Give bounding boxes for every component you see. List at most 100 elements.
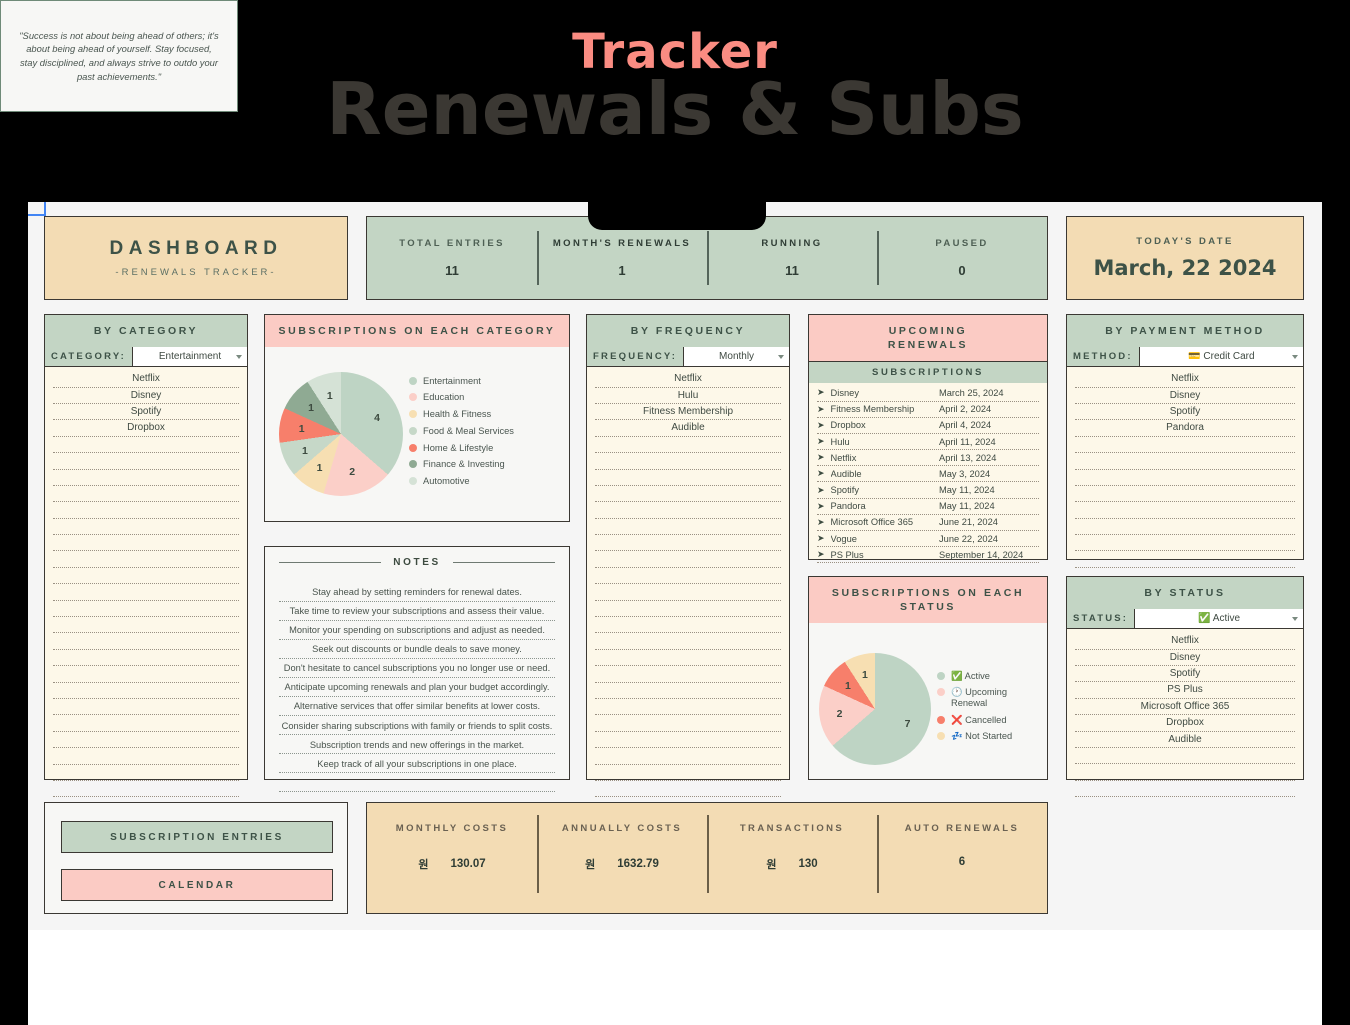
renewal-date: March 25, 2024 — [939, 387, 1004, 398]
list-item — [53, 781, 239, 798]
category-pie-legend: Entertainment Education Health & Fitness Fo… — [403, 376, 561, 493]
renewal-name: Hulu — [830, 436, 850, 447]
cell-selection-indicator[interactable] — [28, 202, 46, 216]
list-item — [1075, 551, 1295, 568]
by-category-panel: BY CATEGORY CATEGORY: Entertainment Netf… — [44, 314, 248, 814]
renewal-date: May 11, 2024 — [939, 501, 995, 512]
list-item: Spotify — [1075, 666, 1295, 683]
calendar-button[interactable]: CALENDAR — [61, 869, 333, 901]
arrow-icon: ➤ — [817, 484, 825, 495]
title-main: Renewals & Subs — [326, 67, 1024, 151]
list-item: PS Plus — [1075, 682, 1295, 699]
legend-label: 🕐 Upcoming Renewal — [951, 687, 1008, 708]
method-filter-dropdown[interactable]: 💳 Credit Card — [1139, 347, 1303, 367]
legend-item: 💤 Not Started — [937, 731, 1041, 742]
dashboard-title-card: DASHBOARD -RENEWALS TRACKER- — [44, 216, 348, 300]
list-item — [53, 437, 239, 454]
frequency-filter-value: Monthly — [719, 351, 755, 363]
cost-metric: MONTHLY COSTS 원 130.07 — [367, 803, 537, 913]
list-item: Disney — [1075, 388, 1295, 404]
list-item — [53, 551, 239, 568]
cost-amount: 1632.79 — [617, 858, 659, 870]
cost-value-row: 6 — [959, 856, 965, 868]
arrow-icon: ➤ — [817, 403, 825, 414]
by-status-panel: BY STATUS STATUS: ✅ Active Netflix Disney… — [1066, 576, 1304, 798]
table-row: ➤ Vogue June 22, 2024 — [817, 531, 1039, 548]
status-filter-row[interactable]: STATUS: ✅ Active — [1067, 609, 1303, 630]
list-item — [53, 732, 239, 749]
list-item — [1075, 486, 1295, 503]
list-item: Spotify — [1075, 404, 1295, 421]
legend-color-swatch — [409, 476, 417, 485]
legend-label: Automotive — [423, 475, 470, 486]
list-item: Hulu — [595, 388, 781, 404]
category-filter-dropdown[interactable]: Entertainment — [133, 347, 247, 367]
list-item: Netflix — [53, 371, 239, 388]
legend-item: Finance & Investing — [409, 459, 561, 470]
list-item: Audible — [595, 420, 781, 437]
chevron-down-icon[interactable] — [778, 354, 784, 359]
arrow-icon: ➤ — [817, 533, 825, 544]
arrow-icon: ➤ — [817, 436, 825, 446]
upcoming-header-line1: UPCOMING — [888, 325, 968, 337]
legend-item: 🕐 Upcoming Renewal — [937, 687, 1041, 708]
list-item — [595, 584, 781, 601]
list-item: Microsoft Office 365 — [1075, 699, 1295, 716]
notes-divider-right — [452, 561, 556, 564]
legend-color-swatch — [409, 460, 417, 469]
currency-symbol: 원 — [766, 859, 777, 871]
status-pie-legend: ✅ Active 🕐 Upcoming Renewal ❌ Cancelled 💤 N… — [931, 671, 1041, 748]
list-item — [53, 568, 239, 585]
subscription-entries-button[interactable]: SUBSCRIPTION ENTRIES — [61, 821, 333, 853]
by-payment-header: BY PAYMENT METHOD — [1067, 315, 1303, 348]
table-row: ➤ Dropbox April 4, 2024 — [817, 418, 1039, 434]
list-item — [595, 502, 781, 519]
list-item: Spotify — [53, 404, 239, 421]
cost-label: MONTHLY COSTS — [395, 823, 509, 834]
arrow-icon: ➤ — [817, 387, 825, 398]
by-status-header: BY STATUS — [1067, 577, 1303, 610]
arrow-icon: ➤ — [817, 419, 825, 430]
list-item — [53, 666, 239, 683]
list-item — [53, 601, 239, 618]
legend-item: Entertainment — [409, 376, 561, 387]
legend-color-swatch — [937, 671, 945, 680]
legend-label: Education — [423, 392, 465, 403]
method-filter-label: METHOD: — [1067, 347, 1140, 367]
todays-date-value: March, 22 2024 — [1093, 256, 1277, 280]
cost-label: AUTO RENEWALS — [904, 823, 1020, 834]
chevron-down-icon[interactable] — [1292, 354, 1298, 359]
list-item — [595, 551, 781, 568]
legend-color-swatch — [409, 410, 417, 419]
chevron-down-icon[interactable] — [236, 354, 242, 359]
spreadsheet-page-bottom — [28, 930, 1322, 1025]
kpi-value: 1 — [618, 263, 626, 278]
chevron-down-icon[interactable] — [1292, 616, 1298, 621]
dashboard-subheading: -RENEWALS TRACKER- — [115, 267, 277, 278]
table-row: ➤ Disney March 25, 2024 — [817, 385, 1039, 402]
cost-value-row: 원 130 — [766, 856, 817, 872]
note-item: Stay ahead by setting reminders for rene… — [279, 586, 555, 602]
note-item: Keep track of all your subscriptions in … — [279, 758, 555, 774]
method-filter-row[interactable]: METHOD: 💳 Credit Card — [1067, 347, 1303, 368]
renewal-date: April 4, 2024 — [939, 420, 992, 431]
kpi-label: MONTH'S RENEWALS — [552, 238, 692, 249]
list-item — [53, 519, 239, 536]
note-item: Monitor your spending on subscriptions a… — [279, 624, 555, 640]
kpi-running: RUNNING 11 — [707, 217, 877, 299]
status-filter-dropdown[interactable]: ✅ Active — [1135, 609, 1303, 629]
list-item — [595, 699, 781, 716]
list-item — [53, 683, 239, 699]
list-item — [595, 453, 781, 470]
arrow-icon: ➤ — [817, 500, 825, 511]
frequency-filter-dropdown[interactable]: Monthly — [684, 347, 789, 367]
frequency-filter-row[interactable]: FREQUENCY: Monthly — [587, 347, 789, 368]
notes-divider-left — [279, 561, 382, 564]
pie-slice-label: 1 — [844, 679, 851, 692]
list-item — [53, 453, 239, 470]
list-item — [595, 633, 781, 650]
note-item: Alternative services that offer similar … — [279, 700, 555, 717]
category-filter-row[interactable]: CATEGORY: Entertainment — [45, 347, 247, 368]
cost-label: ANNUALLY COSTS — [561, 823, 683, 834]
